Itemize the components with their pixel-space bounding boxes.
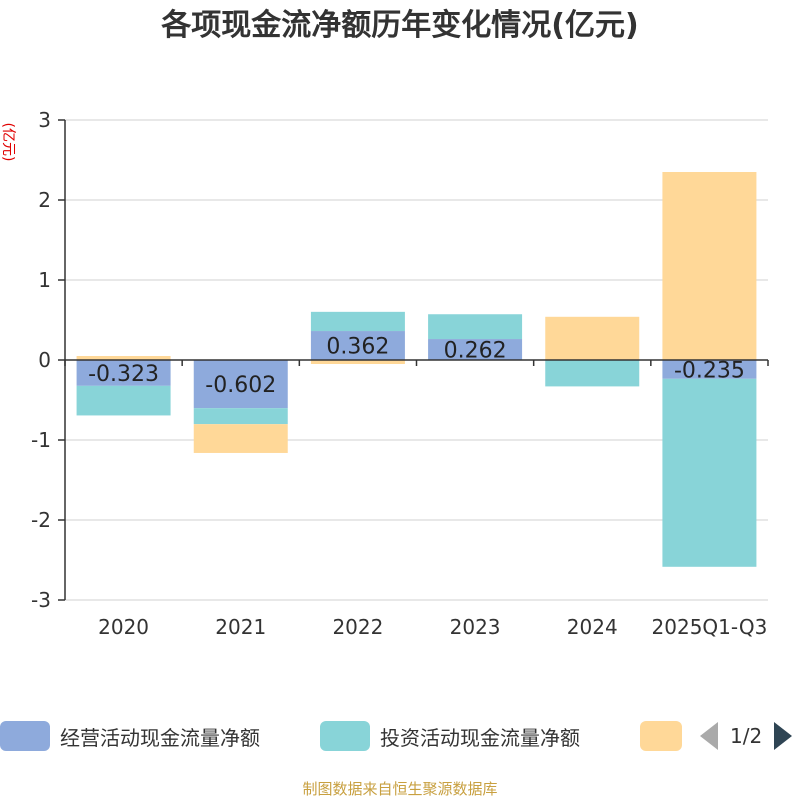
legend-prev-page-icon[interactable] bbox=[700, 722, 718, 750]
legend-item-investing[interactable]: 投资活动现金流量净额 bbox=[320, 718, 580, 754]
bar-1-2022 bbox=[310, 311, 405, 332]
x-tick-label: 2022 bbox=[332, 615, 383, 639]
legend-label-investing: 投资活动现金流量净额 bbox=[380, 725, 580, 750]
y-tick-label: -3 bbox=[31, 588, 51, 612]
y-tick-label: 3 bbox=[38, 108, 51, 132]
legend-swatch-investing bbox=[320, 721, 370, 751]
bar-0-2020 bbox=[76, 360, 171, 386]
data-label-2022: 0.362 bbox=[326, 335, 389, 360]
x-tick-label: 2024 bbox=[567, 615, 618, 639]
legend: 经营活动现金流量净额 投资活动现金流量净额 1/2 bbox=[0, 712, 800, 760]
y-tick-label: -1 bbox=[31, 428, 51, 452]
legend-item-financing[interactable] bbox=[640, 718, 682, 754]
legend-next-page-icon[interactable] bbox=[774, 722, 793, 750]
bar-0-2021 bbox=[193, 360, 288, 409]
legend-pager: 1/2 bbox=[700, 718, 793, 754]
bar-2-2021 bbox=[193, 424, 288, 453]
legend-swatch-operating bbox=[0, 721, 50, 751]
x-tick-label: 2023 bbox=[450, 615, 501, 639]
data-label-2025Q1-Q3: -0.235 bbox=[674, 358, 745, 383]
bar-2-2025Q1-Q3 bbox=[662, 172, 757, 360]
data-label-2023: 0.262 bbox=[444, 339, 507, 364]
x-tick-label: 2025Q1-Q3 bbox=[652, 615, 768, 639]
data-label-2021: -0.602 bbox=[205, 373, 276, 398]
data-label-2020: -0.323 bbox=[88, 362, 159, 387]
y-tick-label: 1 bbox=[38, 268, 51, 292]
bar-2-2020 bbox=[76, 356, 171, 360]
bar-2-2024 bbox=[545, 316, 640, 360]
x-tick-label: 2020 bbox=[98, 615, 149, 639]
data-source-note: 制图数据来自恒生聚源数据库 bbox=[302, 780, 498, 798]
chart-title: 各项现金流净额历年变化情况(亿元) bbox=[161, 8, 639, 43]
bar-2-2022 bbox=[310, 360, 405, 364]
legend-label-operating: 经营活动现金流量净额 bbox=[60, 725, 260, 750]
y-tick-label: -2 bbox=[31, 508, 51, 532]
bar-0-2023 bbox=[428, 339, 523, 360]
bar-1-2024 bbox=[545, 360, 640, 387]
legend-item-operating[interactable]: 经营活动现金流量净额 bbox=[0, 718, 260, 754]
bar-1-2025Q1-Q3 bbox=[662, 378, 757, 567]
bar-1-2021 bbox=[193, 408, 288, 425]
bar-0-2022 bbox=[310, 331, 405, 360]
legend-swatch-financing bbox=[640, 721, 682, 751]
y-tick-label: 2 bbox=[38, 188, 51, 212]
bar-1-2020 bbox=[76, 385, 171, 416]
bar-0-2025Q1-Q3 bbox=[662, 360, 757, 379]
x-tick-label: 2021 bbox=[215, 615, 266, 639]
y-tick-label: 0 bbox=[38, 348, 51, 372]
legend-page-indicator: 1/2 bbox=[730, 724, 763, 748]
bar-1-2023 bbox=[428, 314, 523, 340]
cash-flow-chart: 3 2 1 0 -1 -2 -3 -0.323 -0.602 0.362 0.262 -0.235 20… bbox=[31, 108, 769, 639]
